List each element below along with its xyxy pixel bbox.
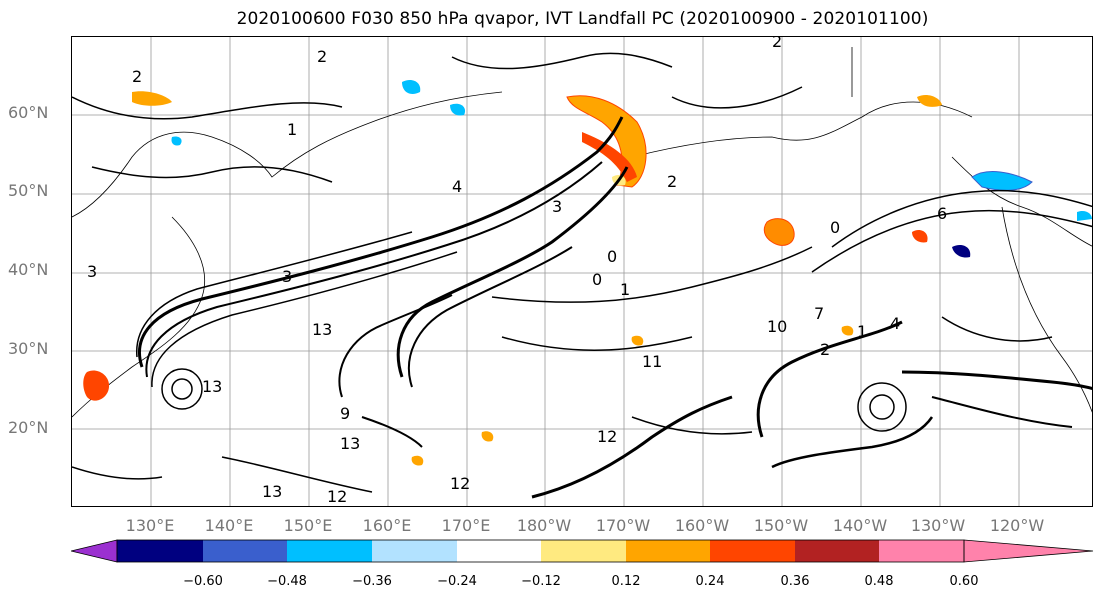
colorbar-outline (116, 539, 965, 563)
colorbar-tick: 0.24 (695, 574, 725, 589)
colorbar-segment (287, 540, 372, 562)
ivt-contours (72, 52, 1092, 499)
colorbar-tick: 0.36 (780, 574, 810, 589)
lat-label: 50°N (8, 181, 49, 200)
lon-label: 120°W (989, 516, 1045, 535)
colorbar-tick: 0.48 (864, 574, 894, 589)
contour-label: 0 (830, 218, 840, 237)
qvapor-patches (83, 80, 1092, 466)
colorbar-tick: −0.60 (183, 574, 223, 589)
lon-label: 130°W (910, 516, 966, 535)
contour-label: 12 (327, 487, 347, 506)
lon-label: 170°W (595, 516, 651, 535)
map-panel: 2 2 1 2 3 4 3 0 1 13 13 13 13 12 12 10 1… (71, 36, 1093, 507)
coastlines (72, 47, 1092, 418)
contour-label: 4 (452, 177, 462, 196)
contour-label: 1 (287, 120, 297, 139)
contour-label: 2 (667, 172, 677, 191)
colorbar-tick: −0.12 (521, 574, 561, 589)
contour-label: 10 (767, 317, 787, 336)
lon-label: 180°W (516, 516, 572, 535)
lon-label: 140°W (832, 516, 888, 535)
colorbar (70, 539, 1095, 569)
graticule (72, 37, 1092, 506)
contour-label: 13 (340, 434, 360, 453)
colorbar-svg (70, 539, 1094, 563)
contour-label: 3 (87, 262, 97, 281)
lon-label: 140°E (204, 516, 254, 535)
contour-label: 4 (890, 314, 900, 333)
colorbar-tick: −0.36 (352, 574, 392, 589)
lon-label: 150°E (283, 516, 333, 535)
contour-label: 3 (552, 197, 562, 216)
contour-label: 2 (820, 340, 830, 359)
contour-label: 2 (772, 37, 782, 51)
contour-label: 7 (814, 304, 824, 323)
contour-label: 2 (132, 67, 142, 86)
colorbar-tick: 0.12 (611, 574, 641, 589)
colorbar-segment (879, 540, 964, 562)
contour-label: 13 (312, 320, 332, 339)
contour-label: 11 (642, 352, 662, 371)
contour-label: 0 (592, 270, 602, 289)
lon-label: 160°W (674, 516, 730, 535)
colorbar-tick: −0.48 (267, 574, 307, 589)
map-canvas: 2 2 1 2 3 4 3 0 1 13 13 13 13 12 12 10 1… (72, 37, 1092, 506)
lat-label: 30°N (8, 339, 49, 358)
lat-label: 20°N (8, 418, 49, 437)
colorbar-tick: 0.60 (949, 574, 979, 589)
colorbar-segment (117, 540, 203, 562)
lat-label: 60°N (8, 103, 49, 122)
lat-label: 40°N (8, 260, 49, 279)
colorbar-segment (457, 540, 541, 562)
contour-label: 6 (937, 204, 947, 223)
lon-label: 160°E (362, 516, 412, 535)
contour-label: 13 (202, 377, 222, 396)
contour-label: 12 (450, 474, 470, 493)
lon-label: 130°E (125, 516, 175, 535)
contour-label: 12 (597, 427, 617, 446)
lon-label: 150°W (753, 516, 809, 535)
colorbar-segment (626, 540, 710, 562)
map-title: 2020100600 F030 850 hPa qvapor, IVT Land… (236, 9, 929, 29)
lon-label: 170°E (441, 516, 491, 535)
colorbar-segment (541, 540, 626, 562)
contour-label: 2 (317, 47, 327, 66)
colorbar-tick: −0.24 (437, 574, 477, 589)
contour-labels: 2 2 1 2 3 4 3 0 1 13 13 13 13 12 12 10 1… (87, 37, 947, 506)
contour-label: 1 (620, 280, 630, 299)
contour-label: 1 (857, 322, 867, 341)
colorbar-extend-low (70, 539, 118, 563)
colorbar-segment (203, 540, 287, 562)
contour-label: 0 (607, 247, 617, 266)
contour-label: 13 (262, 482, 282, 501)
contour-label: 3 (282, 267, 292, 286)
colorbar-extend-high (963, 539, 1094, 563)
colorbar-segment (710, 540, 795, 562)
colorbar-segment (372, 540, 457, 562)
contour-label: 9 (340, 404, 350, 423)
colorbar-segment (795, 540, 879, 562)
